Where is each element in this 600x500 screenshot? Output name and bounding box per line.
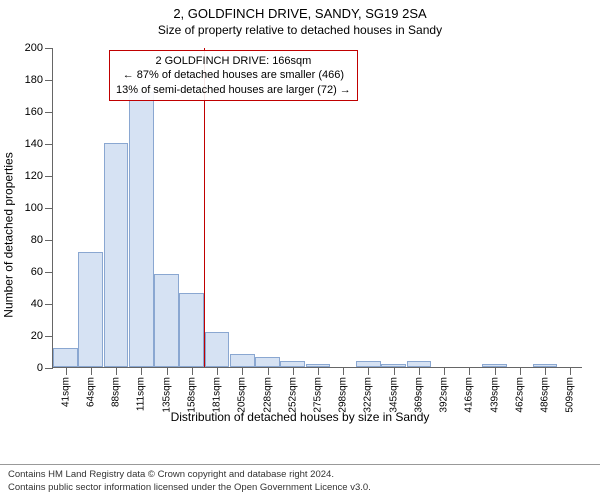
x-tick-label: 181sqm bbox=[212, 377, 223, 413]
x-tick-label: 41sqm bbox=[60, 377, 71, 407]
y-tick bbox=[45, 272, 53, 273]
x-tick-label: 135sqm bbox=[161, 377, 172, 413]
x-tick bbox=[217, 367, 218, 375]
x-tick bbox=[167, 367, 168, 375]
x-tick-label: 88sqm bbox=[111, 377, 122, 407]
y-tick-label: 60 bbox=[31, 266, 43, 278]
x-tick-label: 486sqm bbox=[540, 377, 551, 413]
histogram-bar bbox=[104, 143, 129, 367]
x-tick-label: 205sqm bbox=[237, 377, 248, 413]
x-tick-label: 252sqm bbox=[287, 377, 298, 413]
y-tick bbox=[45, 336, 53, 337]
x-axis-label: Distribution of detached houses by size … bbox=[0, 410, 600, 424]
page-subtitle: Size of property relative to detached ho… bbox=[0, 21, 600, 37]
x-tick bbox=[192, 367, 193, 375]
plot-area: 02040608010012014016018020041sqm64sqm88s… bbox=[52, 48, 582, 368]
x-tick-label: 509sqm bbox=[565, 377, 576, 413]
y-tick bbox=[45, 48, 53, 49]
x-tick bbox=[116, 367, 117, 375]
x-tick bbox=[343, 367, 344, 375]
x-tick bbox=[91, 367, 92, 375]
annotation-line: 2 GOLDFINCH DRIVE: 166sqm bbox=[116, 54, 351, 68]
x-tick bbox=[242, 367, 243, 375]
annotation-line: 13% of semi-detached houses are larger (… bbox=[116, 83, 351, 97]
x-tick-label: 392sqm bbox=[439, 377, 450, 413]
x-tick bbox=[268, 367, 269, 375]
y-tick bbox=[45, 208, 53, 209]
x-tick-label: 322sqm bbox=[363, 377, 374, 413]
y-tick-label: 80 bbox=[31, 234, 43, 246]
y-tick-label: 40 bbox=[31, 298, 43, 310]
y-tick bbox=[45, 304, 53, 305]
y-tick bbox=[45, 368, 53, 369]
y-tick-label: 20 bbox=[31, 330, 43, 342]
histogram-bar bbox=[205, 332, 230, 367]
x-tick bbox=[570, 367, 571, 375]
y-tick bbox=[45, 176, 53, 177]
y-tick-label: 0 bbox=[37, 362, 43, 374]
y-tick-label: 200 bbox=[25, 42, 43, 54]
x-tick bbox=[66, 367, 67, 375]
x-tick bbox=[419, 367, 420, 375]
annotation-box: 2 GOLDFINCH DRIVE: 166sqm ← 87% of detac… bbox=[109, 50, 358, 101]
histogram-bar bbox=[129, 92, 154, 367]
x-tick bbox=[394, 367, 395, 375]
x-tick-label: 111sqm bbox=[136, 377, 147, 411]
y-axis-label: Number of detached properties bbox=[1, 152, 15, 317]
footer: Contains HM Land Registry data © Crown c… bbox=[0, 464, 600, 500]
histogram-bar bbox=[154, 274, 179, 367]
y-tick-label: 160 bbox=[25, 106, 43, 118]
x-tick bbox=[293, 367, 294, 375]
y-tick bbox=[45, 144, 53, 145]
x-tick-label: 275sqm bbox=[313, 377, 324, 413]
x-tick bbox=[141, 367, 142, 375]
x-tick bbox=[495, 367, 496, 375]
y-tick-label: 140 bbox=[25, 138, 43, 150]
footer-line: Contains public sector information licen… bbox=[8, 482, 592, 494]
x-tick bbox=[368, 367, 369, 375]
page-title: 2, GOLDFINCH DRIVE, SANDY, SG19 2SA bbox=[0, 0, 600, 21]
histogram-bar bbox=[179, 293, 204, 367]
x-tick-label: 64sqm bbox=[85, 377, 96, 407]
y-tick-label: 100 bbox=[25, 202, 43, 214]
histogram-bar bbox=[230, 354, 255, 367]
x-tick bbox=[444, 367, 445, 375]
footer-line: Contains HM Land Registry data © Crown c… bbox=[8, 469, 592, 481]
y-tick bbox=[45, 80, 53, 81]
histogram-bar bbox=[78, 252, 103, 367]
x-tick bbox=[318, 367, 319, 375]
x-tick-label: 158sqm bbox=[186, 377, 197, 413]
y-tick-label: 180 bbox=[25, 74, 43, 86]
y-tick bbox=[45, 112, 53, 113]
histogram-bar bbox=[255, 357, 280, 367]
x-tick-label: 462sqm bbox=[514, 377, 525, 413]
annotation-line: ← 87% of detached houses are smaller (46… bbox=[116, 68, 351, 82]
x-tick bbox=[520, 367, 521, 375]
x-tick-label: 369sqm bbox=[413, 377, 424, 413]
page: 2, GOLDFINCH DRIVE, SANDY, SG19 2SA Size… bbox=[0, 0, 600, 500]
x-tick-label: 228sqm bbox=[262, 377, 273, 413]
x-tick bbox=[469, 367, 470, 375]
chart-area: Number of detached properties 0204060801… bbox=[0, 40, 600, 430]
x-tick bbox=[545, 367, 546, 375]
x-tick-label: 439sqm bbox=[489, 377, 500, 413]
x-tick-label: 345sqm bbox=[388, 377, 399, 413]
y-tick-label: 120 bbox=[25, 170, 43, 182]
x-tick-label: 416sqm bbox=[464, 377, 475, 413]
x-tick-label: 298sqm bbox=[338, 377, 349, 413]
histogram-bar bbox=[53, 348, 78, 367]
y-tick bbox=[45, 240, 53, 241]
